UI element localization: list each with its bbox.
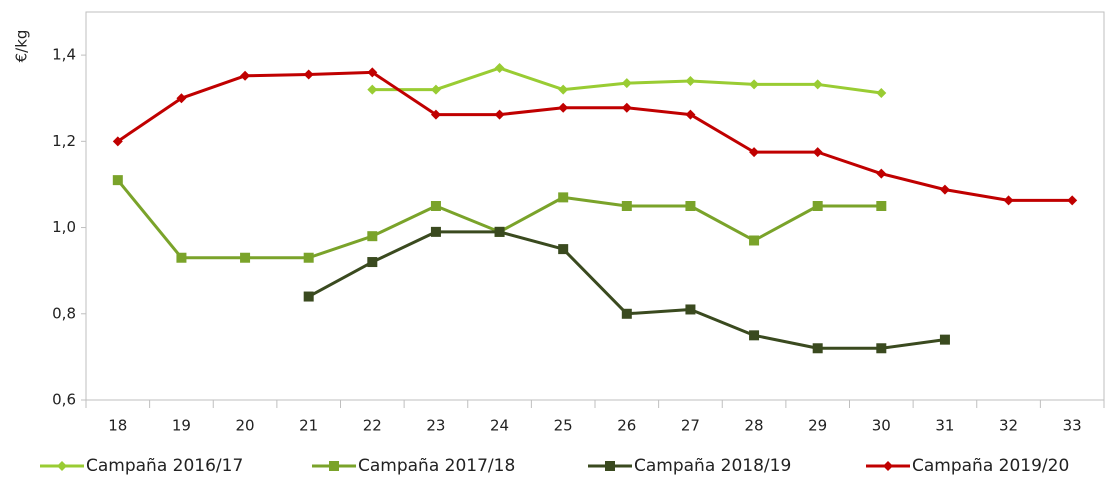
x-tick-label: 25 [554,417,573,435]
x-tick-label: 31 [935,417,954,435]
data-point [621,308,632,319]
x-tick-label: 24 [490,417,509,435]
data-point [812,147,823,158]
data-point [112,136,123,147]
legend-marker [57,461,67,471]
data-point [876,343,887,354]
data-point [621,201,632,211]
data-point [494,109,505,120]
x-tick-label: 27 [681,417,700,435]
data-point [685,201,696,211]
x-tick-label: 30 [872,417,891,435]
x-tick-label: 21 [299,417,318,435]
data-point [939,334,950,345]
data-point [176,252,187,263]
x-tick-label: 18 [108,417,127,435]
data-point [367,231,378,242]
data-point [367,67,378,78]
data-point [494,226,505,237]
data-point [876,88,887,99]
x-tick-label: 19 [172,417,191,435]
data-point [430,201,441,211]
data-point [558,244,569,255]
legend-marker [605,461,615,471]
y-axis-label: €/kg [13,30,31,63]
x-tick-label: 22 [363,417,382,435]
data-point [240,70,251,81]
data-point [685,304,696,315]
data-point [1067,195,1078,206]
legend-label: Campaña 2016/17 [86,456,243,476]
x-tick-label: 26 [617,417,636,435]
data-point [303,69,314,80]
data-point [367,257,378,268]
data-point [430,84,441,95]
legend-label: Campaña 2019/20 [912,456,1069,476]
data-point [812,79,823,90]
data-point [939,184,950,195]
data-point [749,235,760,246]
y-tick-label: 0,6 [52,391,76,409]
data-point [876,168,887,179]
data-point [685,109,696,120]
data-point [558,84,569,95]
plot-area [85,11,1105,401]
data-point [367,84,378,95]
data-point [812,201,823,211]
data-point [876,201,887,211]
data-point [176,93,187,104]
data-point [621,102,632,113]
x-tick-label: 23 [426,417,445,435]
x-tick-label: 33 [1063,417,1082,435]
x-tick-label: 29 [808,417,827,435]
legend-marker [883,461,893,471]
data-point [749,147,760,158]
x-tick-label: 32 [999,417,1018,435]
legend-label: Campaña 2018/19 [634,456,791,476]
data-point [240,252,251,263]
data-point [812,343,823,354]
x-tick-label: 28 [745,417,764,435]
data-point [494,63,505,74]
y-tick-label: 1,4 [52,46,76,64]
legend-label: Campaña 2017/18 [358,456,515,476]
data-point [558,192,569,203]
data-point [430,226,441,237]
legend-marker [329,461,339,471]
y-tick-label: 0,8 [52,304,76,322]
data-point [558,102,569,113]
data-point [749,330,760,341]
data-point [303,291,314,302]
data-point [112,175,123,186]
series-line [116,70,1073,202]
data-point [621,78,632,89]
x-tick-label: 20 [236,417,255,435]
series-line [307,230,946,350]
data-point [1003,195,1014,206]
data-point [749,79,760,90]
data-point [430,109,441,120]
series-line [116,179,882,260]
data-point [685,75,696,86]
data-point [303,252,314,263]
y-tick-label: 1,0 [52,218,76,236]
y-tick-label: 1,2 [52,132,76,150]
